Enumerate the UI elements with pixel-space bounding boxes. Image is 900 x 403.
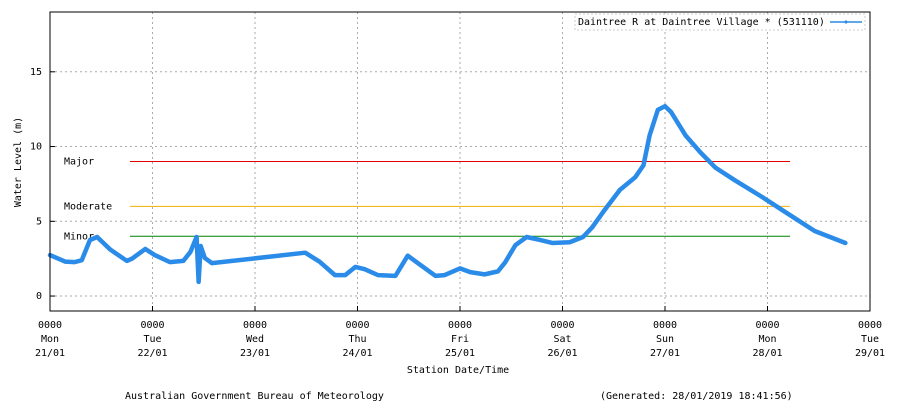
threshold-label: Major [64, 157, 94, 168]
x-tick-label: 23/01 [240, 348, 270, 359]
x-tick-label: 26/01 [547, 348, 577, 359]
legend-marker [844, 20, 848, 24]
x-tick-label: 25/01 [445, 348, 475, 359]
threshold-label: Moderate [64, 201, 112, 212]
y-axis-label: Water Level (m) [13, 117, 24, 207]
x-tick-label: 24/01 [342, 348, 372, 359]
footer-right: (Generated: 28/01/2019 18:41:56) [600, 391, 793, 402]
x-axis-label: Station Date/Time [407, 365, 509, 376]
x-tick-label: 27/01 [650, 348, 680, 359]
footer-left: Australian Government Bureau of Meteorol… [125, 391, 384, 402]
x-tick-label: Tue [143, 334, 161, 345]
legend-box [574, 13, 866, 31]
x-tick-label: Fri [451, 334, 469, 345]
x-tick-label: Thu [348, 334, 366, 345]
x-tick-label: 28/01 [752, 348, 782, 359]
x-tick-label: 29/01 [855, 348, 885, 359]
y-tick-label: 10 [30, 142, 42, 153]
legend-label: Daintree R at Daintree Village * (531110… [578, 17, 825, 28]
x-tick-label: 0000 [140, 320, 164, 331]
threshold-label: Minor [64, 231, 94, 242]
x-tick-label: Mon [758, 334, 776, 345]
x-tick-label: Sat [553, 334, 571, 345]
x-tick-label: 21/01 [35, 348, 65, 359]
x-tick-label: 0000 [653, 320, 677, 331]
x-tick-label: 0000 [243, 320, 267, 331]
x-tick-label: 0000 [858, 320, 882, 331]
plot-frame [49, 11, 871, 312]
x-tick-label: Wed [246, 334, 264, 345]
x-tick-label: Sun [656, 334, 674, 345]
x-tick-label: 0000 [755, 320, 779, 331]
y-tick-label: 15 [30, 67, 42, 78]
x-tick-label: Mon [41, 334, 59, 345]
x-tick-label: 0000 [38, 320, 62, 331]
data-line [47, 103, 848, 285]
y-tick-label: 0 [36, 291, 42, 302]
x-tick-label: 0000 [345, 320, 369, 331]
x-tick-label: 0000 [448, 320, 472, 331]
y-tick-label: 5 [36, 216, 42, 227]
x-tick-label: 22/01 [137, 348, 167, 359]
x-tick-label: Tue [861, 334, 879, 345]
x-tick-label: 0000 [550, 320, 574, 331]
